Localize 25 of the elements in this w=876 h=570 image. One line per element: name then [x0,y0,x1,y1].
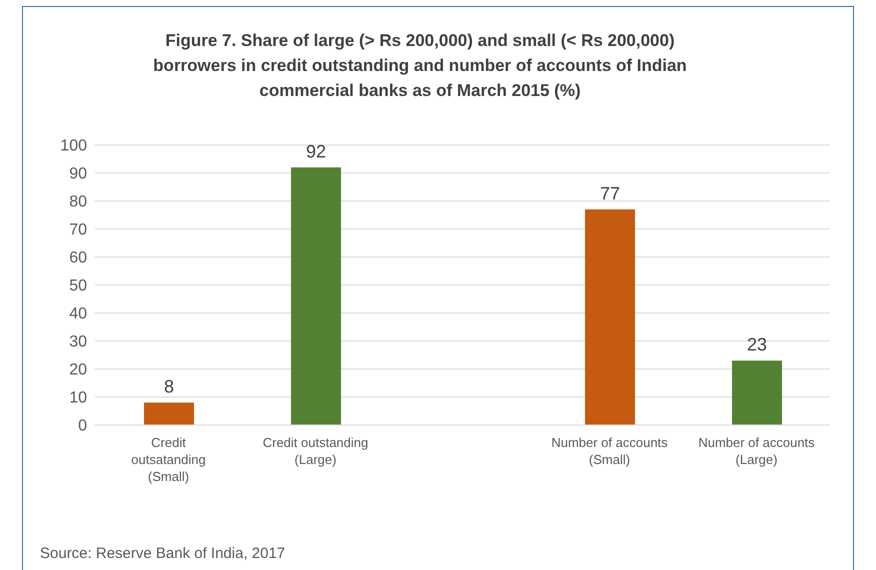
bar [732,360,782,425]
y-tick-label: 20 [69,362,88,379]
y-tick-label: 30 [69,334,88,351]
y-tick-label: 100 [60,138,88,155]
bar [585,209,635,425]
y-tick-label: 60 [69,250,88,267]
bar [291,167,341,425]
x-tick-label: Number of accounts (Large) [698,435,816,467]
x-tick-label: Number of accounts (Small) [551,435,668,467]
y-tick-label: 10 [69,390,88,407]
y-tick-label: 0 [78,418,88,435]
bar [144,402,194,425]
y-tick-label: 40 [69,306,88,323]
data-label: 77 [600,183,620,204]
data-label: 8 [164,376,174,397]
x-tick-label: Credit outstanding (Large) [262,435,368,467]
y-tick-label: 50 [69,278,88,295]
y-tick-label: 90 [69,166,88,183]
x-tick-label: Credit outsatanding (Small) [131,435,206,484]
data-label: 92 [306,141,326,162]
y-tick-label: 70 [69,222,88,239]
data-label: 23 [746,334,768,355]
source-note: Source: Reserve Bank of India, 2017 [40,545,286,562]
chart-title: Figure 7. Share of large (> Rs 200,000) and small (< Rs 200,000) borrowers in credit outstanding and number of accounts of Indian commercial banks as of March 2015 (%) [152,30,688,102]
y-tick-label: 80 [69,194,88,211]
